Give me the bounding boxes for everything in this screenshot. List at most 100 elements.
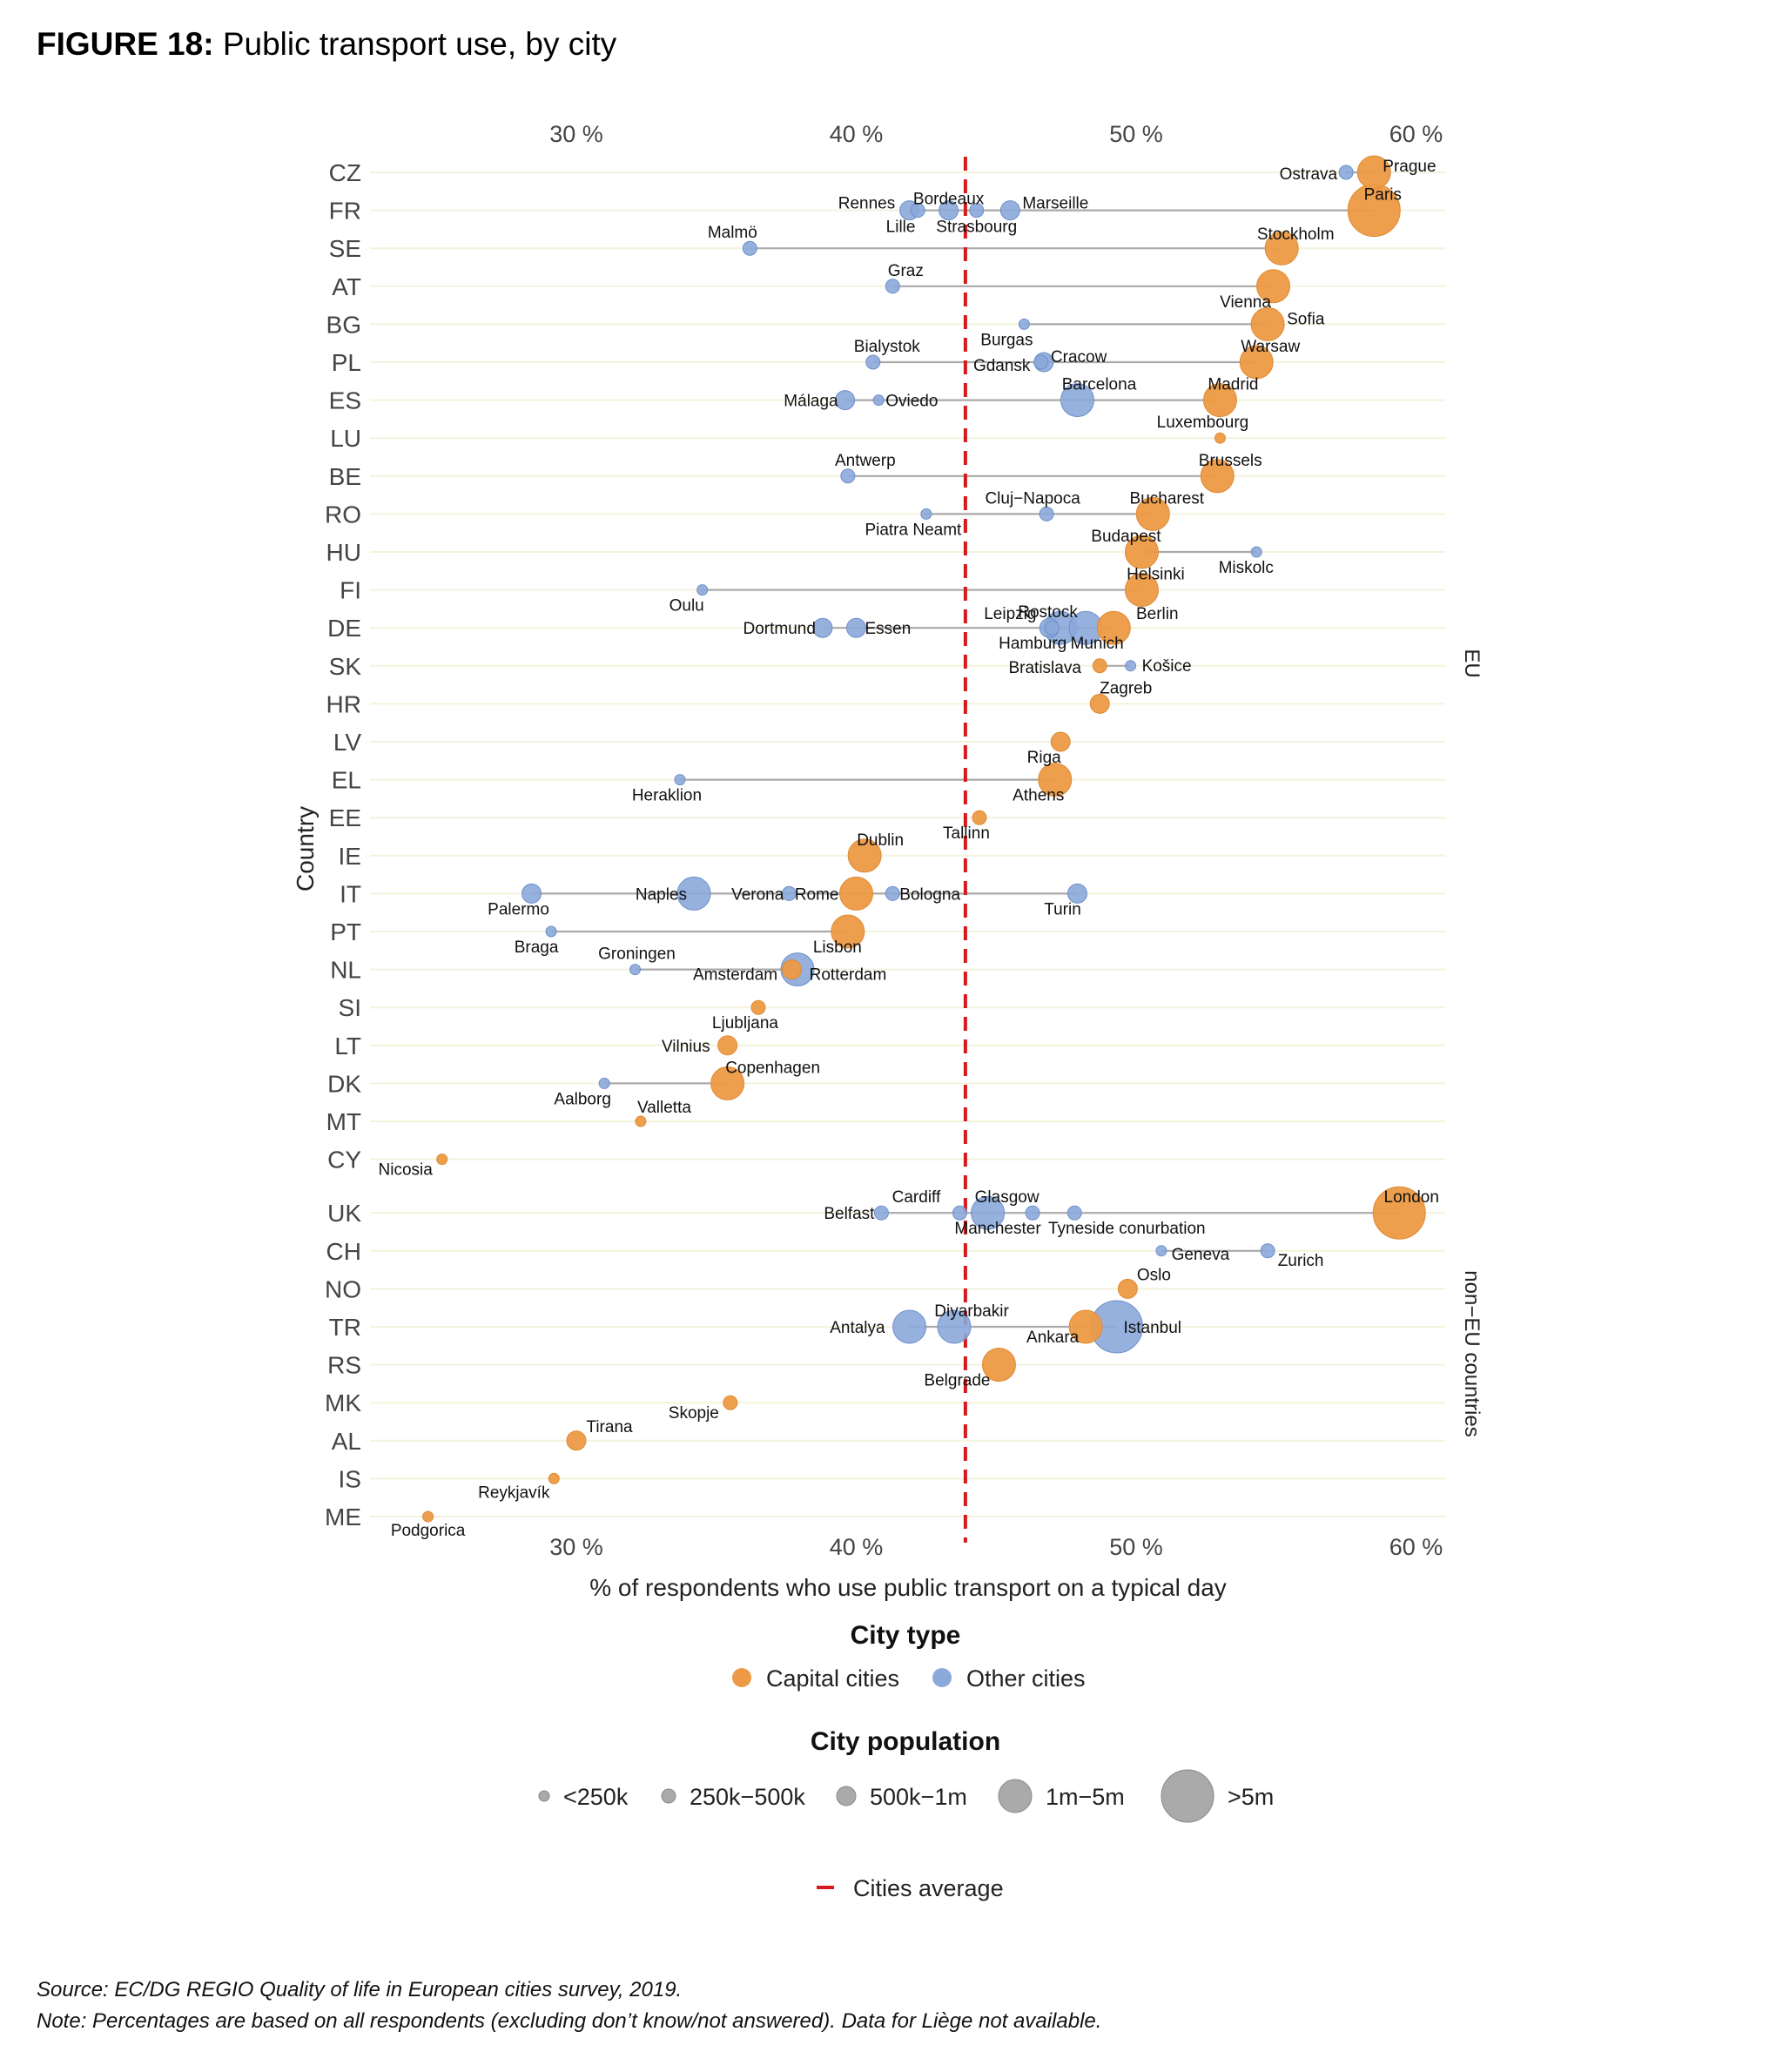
label-oslo: Oslo bbox=[1137, 1266, 1171, 1284]
size-legend: <250k 250k−500k 500k−1m 1m−5m >5m bbox=[538, 1769, 1274, 1823]
label-valletta: Valletta bbox=[637, 1099, 691, 1117]
country-label-mk: MK bbox=[325, 1389, 361, 1416]
facet-label-non-eu: non−EU countries bbox=[1460, 1270, 1484, 1436]
point-belfast bbox=[873, 1205, 889, 1221]
x-tick-top-60: 60 % bbox=[1389, 121, 1443, 147]
legend-size-label-5: >5m bbox=[1228, 1784, 1274, 1810]
figure-title-text: Public transport use, by city bbox=[222, 26, 617, 62]
label-lisbon: Lisbon bbox=[813, 938, 862, 957]
city-points bbox=[422, 155, 1426, 1523]
point-gdansk bbox=[1033, 354, 1049, 370]
label-barcelona: Barcelona bbox=[1062, 376, 1137, 394]
label-gdansk: Gdansk bbox=[973, 357, 1031, 375]
label-belgrade: Belgrade bbox=[924, 1372, 990, 1390]
point-rennes bbox=[910, 203, 925, 219]
point-athens bbox=[1038, 763, 1073, 797]
point-dublin bbox=[847, 838, 882, 873]
label-groningen: Groningen bbox=[598, 945, 676, 964]
label-bratislava: Bratislava bbox=[1008, 659, 1081, 677]
point-palermo bbox=[521, 883, 542, 904]
point-diyarbakir bbox=[937, 1309, 972, 1344]
label-brussels: Brussels bbox=[1199, 452, 1262, 470]
point-antwerp bbox=[840, 468, 856, 484]
label-rennes: Rennes bbox=[838, 195, 896, 213]
point-bialystok bbox=[865, 354, 881, 370]
country-label-hu: HU bbox=[326, 539, 361, 566]
point-oulu bbox=[696, 584, 709, 596]
point-malmo bbox=[742, 240, 757, 256]
label-rotterdam: Rotterdam bbox=[810, 966, 887, 985]
label-malmo: Malmö bbox=[708, 224, 757, 242]
label-heraklion: Heraklion bbox=[632, 787, 702, 805]
label-diyarbakir: Diyarbakir bbox=[934, 1302, 1009, 1321]
legend-size-label-2: 250k−500k bbox=[690, 1784, 805, 1810]
point-kosice bbox=[1125, 660, 1137, 672]
label-kosice: Košice bbox=[1142, 657, 1192, 676]
legend-size-label-1: <250k bbox=[563, 1784, 629, 1810]
label-vilnius: Vilnius bbox=[662, 1038, 710, 1056]
point-strasbourg bbox=[969, 203, 985, 219]
label-aalborg: Aalborg bbox=[554, 1090, 611, 1108]
country-label-ro: RO bbox=[325, 501, 361, 528]
point-ostrava bbox=[1338, 165, 1354, 180]
country-label-mt: MT bbox=[326, 1108, 361, 1135]
point-oviedo bbox=[872, 394, 885, 407]
point-barcelona bbox=[1060, 383, 1094, 418]
x-tick-top-30: 30 % bbox=[549, 121, 603, 147]
label-turin: Turin bbox=[1044, 900, 1081, 918]
point-bologna bbox=[885, 885, 900, 901]
point-geneva bbox=[1155, 1245, 1167, 1257]
point-ljubljana bbox=[750, 999, 766, 1015]
label-bucharest: Bucharest bbox=[1130, 489, 1205, 508]
x-tick-bottom-40: 40 % bbox=[830, 1534, 884, 1560]
label-braga: Braga bbox=[515, 938, 559, 957]
x-tick-top-50: 50 % bbox=[1109, 121, 1163, 147]
country-label-si: SI bbox=[339, 994, 361, 1021]
point-cardiff bbox=[952, 1205, 967, 1221]
label-ankara: Ankara bbox=[1026, 1329, 1080, 1347]
point-valletta bbox=[635, 1115, 647, 1127]
point-vienna bbox=[1256, 269, 1291, 304]
point-budapest bbox=[1124, 535, 1159, 569]
legend-size-3 bbox=[836, 1786, 857, 1806]
label-munich: Munich bbox=[1071, 635, 1124, 653]
country-label-de: DE bbox=[327, 615, 361, 642]
country-label-cz: CZ bbox=[329, 159, 361, 186]
point-oslo bbox=[1117, 1278, 1138, 1299]
label-burgas: Burgas bbox=[980, 331, 1033, 349]
legend-title-city-type: City type bbox=[851, 1621, 961, 1650]
label-paris: Paris bbox=[1364, 186, 1402, 205]
label-malaga: Málaga bbox=[784, 393, 838, 411]
country-label-ch: CH bbox=[326, 1238, 361, 1265]
label-stockholm: Stockholm bbox=[1257, 225, 1335, 244]
country-label-rs: RS bbox=[327, 1352, 361, 1379]
point-cluj-napoca bbox=[1039, 506, 1054, 521]
label-cluj-napoca: Cluj−Napoca bbox=[985, 489, 1080, 508]
point-tyneside-conurbation bbox=[1066, 1205, 1082, 1221]
x-tick-bottom-50: 50 % bbox=[1109, 1534, 1163, 1560]
legend-size-label-4: 1m−5m bbox=[1046, 1784, 1125, 1810]
country-axis: CZ FR SE AT BG PL ES LU BE RO HU FI DE SK HR LV EL EE IE IT… bbox=[325, 159, 361, 1530]
country-label-is: IS bbox=[339, 1465, 361, 1492]
label-madrid: Madrid bbox=[1208, 376, 1258, 394]
label-naples: Naples bbox=[636, 885, 687, 904]
point-miskolc bbox=[1250, 546, 1262, 558]
label-prague: Prague bbox=[1383, 158, 1436, 176]
label-cardiff: Cardiff bbox=[892, 1188, 941, 1207]
point-marseille bbox=[999, 200, 1020, 221]
legend-size-label-3: 500k−1m bbox=[870, 1784, 967, 1810]
label-copenhagen: Copenhagen bbox=[725, 1059, 820, 1077]
label-miskolc: Miskolc bbox=[1219, 559, 1274, 577]
label-marseille: Marseille bbox=[1022, 195, 1088, 213]
point-belgrade bbox=[981, 1348, 1016, 1382]
point-bucharest bbox=[1135, 496, 1170, 531]
x-tick-bottom-60: 60 % bbox=[1389, 1534, 1443, 1560]
point-madrid bbox=[1202, 383, 1237, 418]
label-tirana: Tirana bbox=[586, 1418, 633, 1436]
country-label-uk: UK bbox=[327, 1200, 361, 1227]
label-bologna: Bologna bbox=[899, 885, 960, 904]
country-label-el: EL bbox=[332, 767, 361, 794]
country-label-pl: PL bbox=[332, 349, 361, 376]
legend-size-2 bbox=[661, 1788, 676, 1804]
point-nicosia bbox=[436, 1154, 448, 1166]
